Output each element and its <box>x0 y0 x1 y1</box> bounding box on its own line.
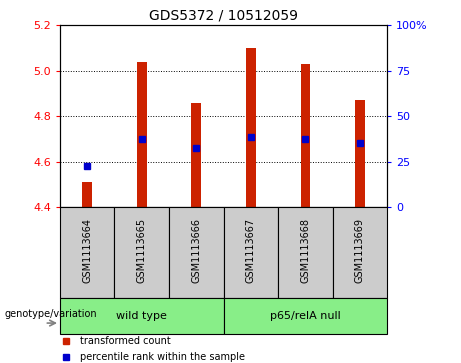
Text: percentile rank within the sample: percentile rank within the sample <box>80 352 245 362</box>
Bar <box>169 207 224 298</box>
Bar <box>278 207 333 298</box>
Text: GSM1113665: GSM1113665 <box>137 218 147 283</box>
Bar <box>301 64 310 207</box>
Bar <box>191 102 201 207</box>
Bar <box>60 298 224 334</box>
Bar <box>355 100 365 207</box>
Bar <box>246 48 256 207</box>
Text: GSM1113664: GSM1113664 <box>82 218 92 283</box>
Bar <box>60 207 114 298</box>
Text: GSM1113668: GSM1113668 <box>301 218 310 283</box>
Text: GSM1113666: GSM1113666 <box>191 218 201 283</box>
Text: GSM1113669: GSM1113669 <box>355 218 365 283</box>
Bar <box>114 207 169 298</box>
Text: GSM1113667: GSM1113667 <box>246 218 256 283</box>
Text: wild type: wild type <box>116 311 167 321</box>
Text: transformed count: transformed count <box>80 336 170 346</box>
Title: GDS5372 / 10512059: GDS5372 / 10512059 <box>149 9 298 23</box>
Bar <box>224 298 387 334</box>
Text: p65/relA null: p65/relA null <box>270 311 341 321</box>
Bar <box>83 182 92 207</box>
Bar <box>224 207 278 298</box>
Text: genotype/variation: genotype/variation <box>5 309 97 319</box>
Bar <box>137 62 147 207</box>
Bar <box>333 207 387 298</box>
